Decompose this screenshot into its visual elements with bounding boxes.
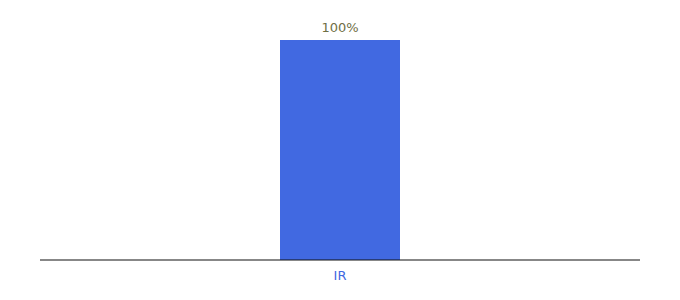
- bar: [280, 40, 400, 260]
- bars: [280, 40, 400, 260]
- x-tick-label: IR: [334, 268, 347, 283]
- x-axis-line: [40, 259, 640, 260]
- data-labels: 100%: [321, 20, 358, 35]
- chart-container: 100% IR: [0, 0, 680, 300]
- chart-svg: 100% IR: [0, 0, 680, 300]
- data-label: 100%: [321, 20, 358, 35]
